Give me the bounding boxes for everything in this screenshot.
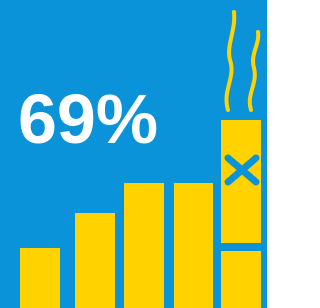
headline: 69% [18,80,158,158]
cigarette-filter [221,251,261,308]
bar [174,183,213,308]
bar [75,213,115,308]
bar [124,183,164,308]
page: {"headline": "69%"} 69% (() => { const d… [0,0,267,308]
bar [20,248,60,308]
infographic: 69% [0,0,267,308]
